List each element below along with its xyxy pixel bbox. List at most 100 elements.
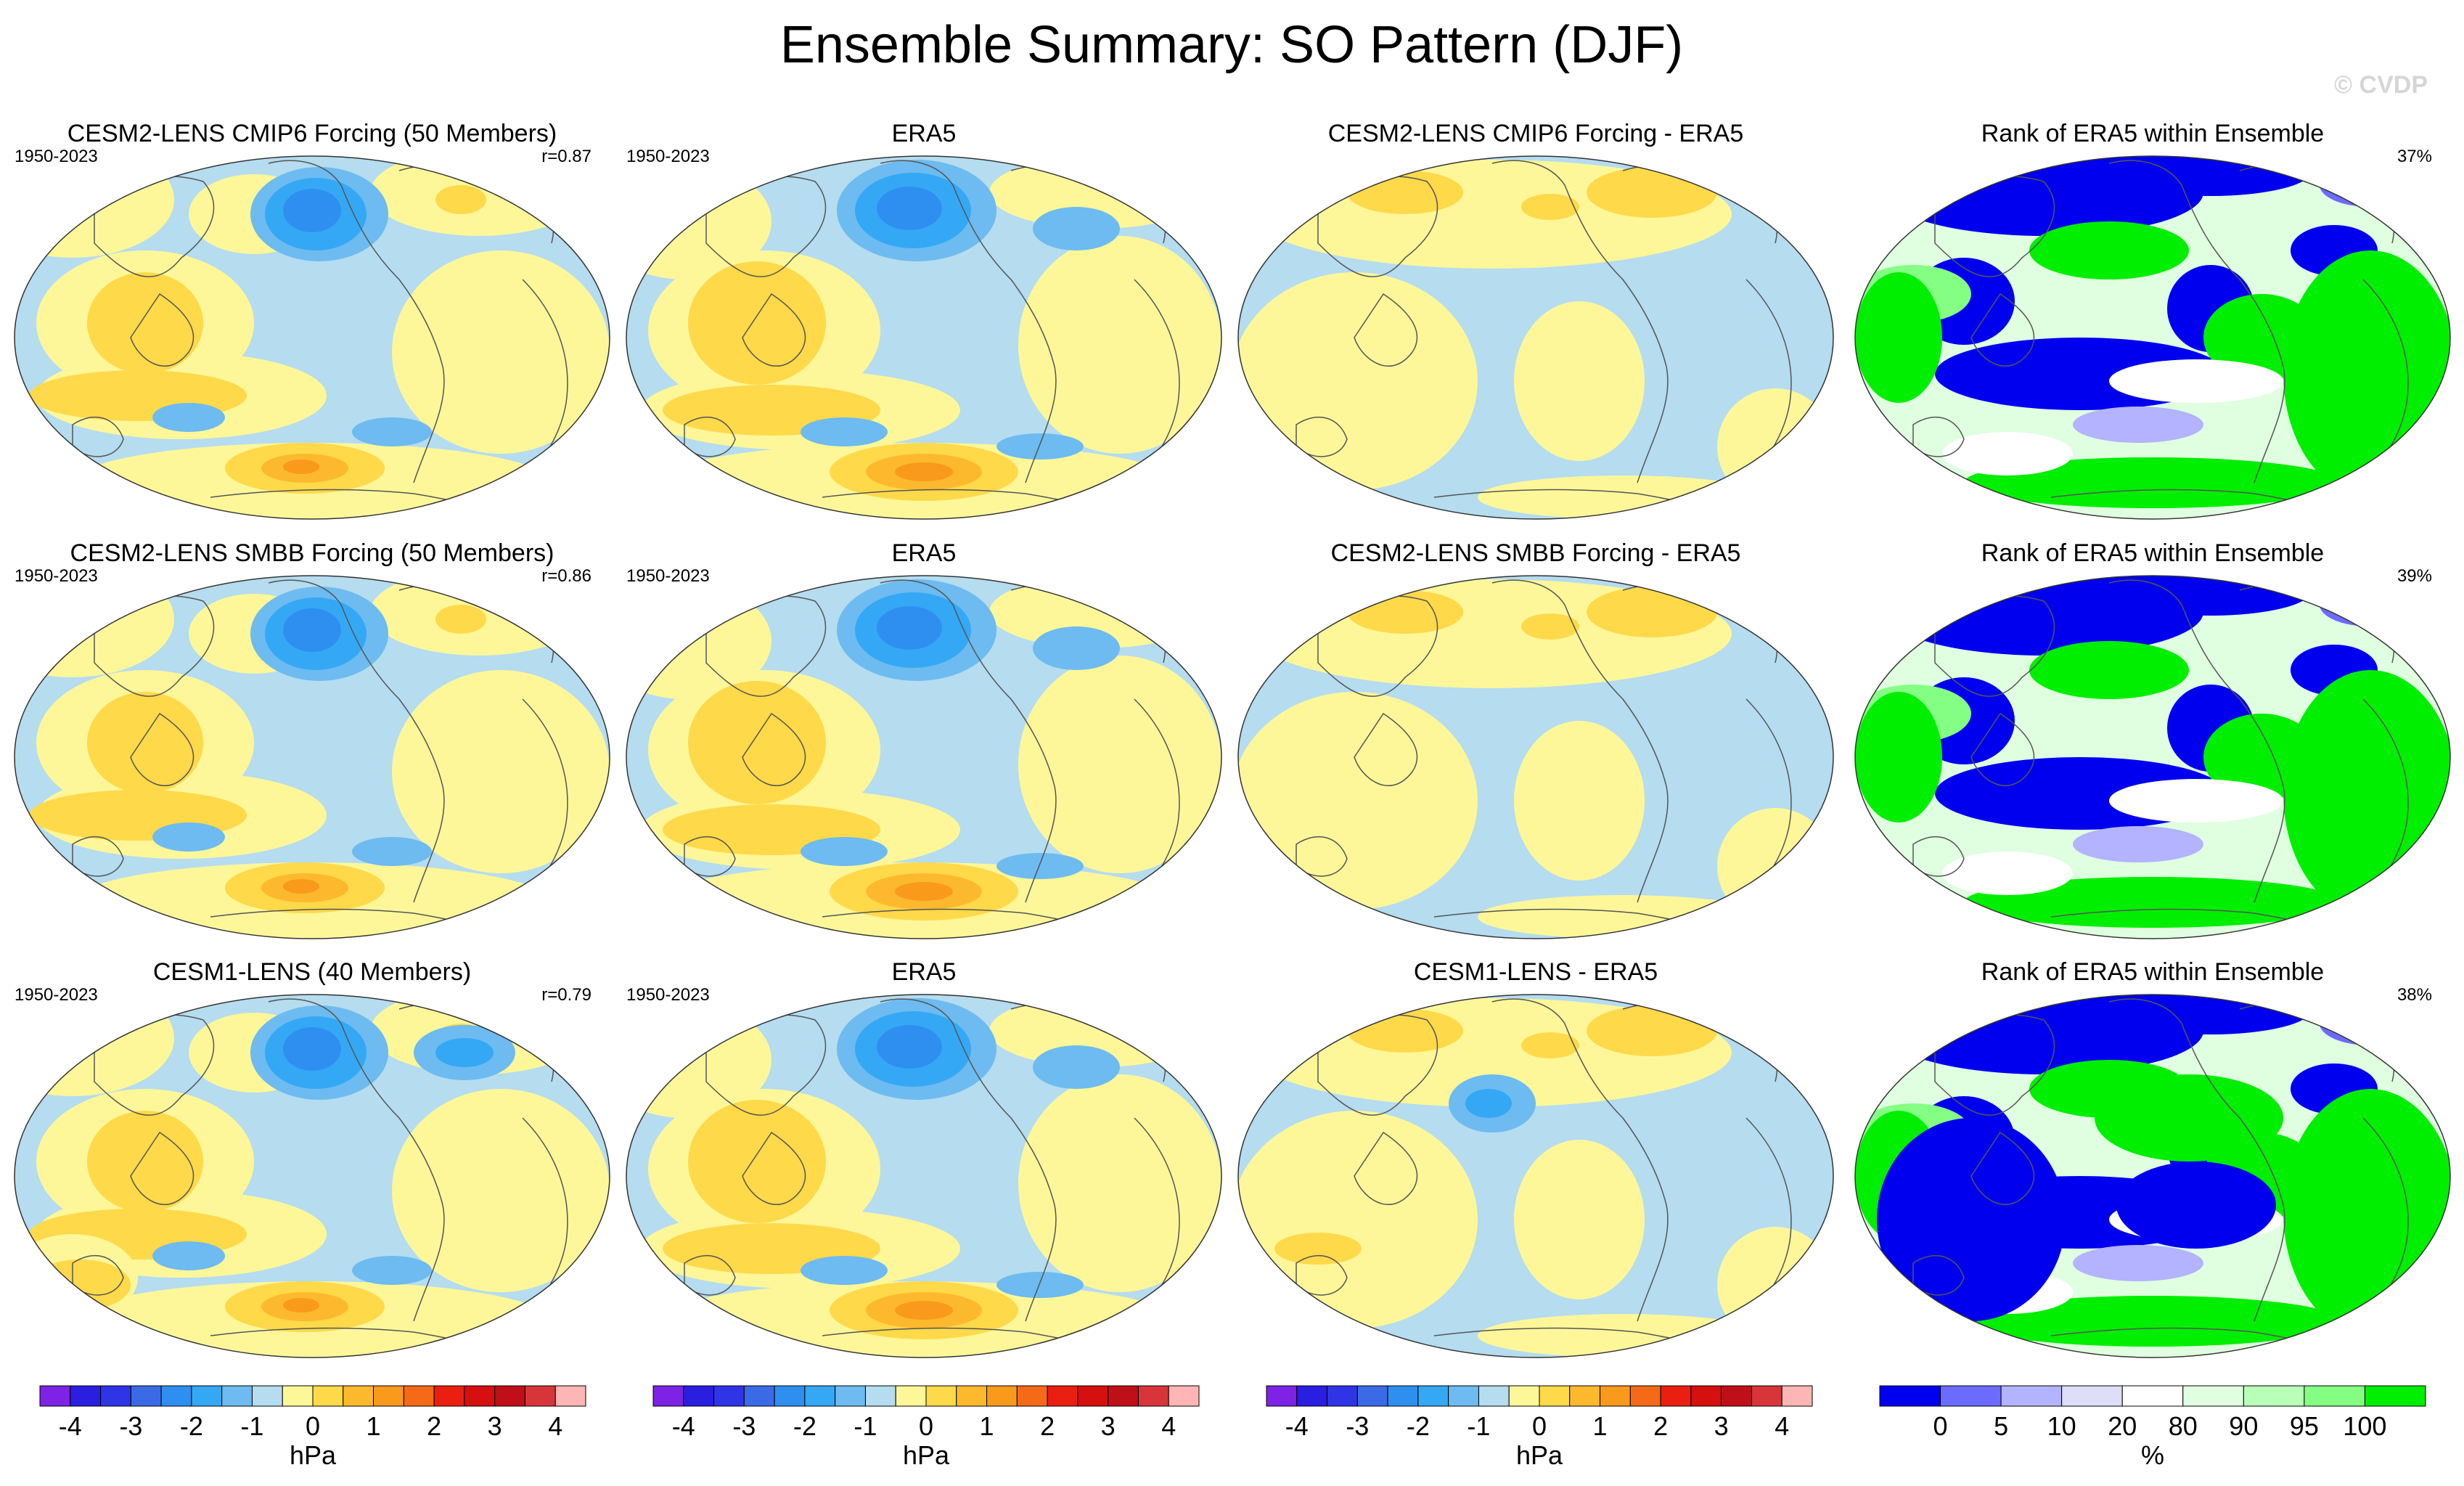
panel-obs: ERA5 1950-2023: [626, 120, 1222, 520]
panel-model: CESM2-LENS CMIP6 Forcing (50 Members)195…: [14, 120, 610, 520]
panel-model: CESM1-LENS (40 Members) 1950-2023 r=0.79: [14, 958, 610, 1358]
colorbar-tick-label: -1: [1467, 1411, 1490, 1441]
colorbar-unit: hPa: [1516, 1440, 1563, 1470]
panel-title: ERA5: [892, 539, 957, 567]
colorbar-tick-label: 95: [2290, 1411, 2319, 1441]
panel-obs: ERA5 1950-2023: [626, 958, 1222, 1358]
panel-stat: r=0.87: [541, 147, 592, 166]
colorbar-box: [774, 1385, 806, 1407]
colorbar-box: [554, 1385, 586, 1407]
colorbar-box: [1108, 1385, 1139, 1407]
panel-period: 1950-2023: [15, 985, 98, 1005]
panel-title: CESM2-LENS SMBB Forcing (50 Members): [70, 539, 554, 567]
panel-title: Rank of ERA5 within Ensemble: [1981, 539, 2324, 567]
colorbar: -4 -3 -2 -1 0 1 2 3 4 hPa: [1266, 1385, 1813, 1470]
colorbar-box: [2182, 1385, 2244, 1407]
colorbar-box: [683, 1385, 715, 1407]
panel-model: CESM2-LENS SMBB Forcing (50 Members)1950…: [14, 539, 610, 939]
watermark: © CVDP: [2334, 71, 2428, 99]
panel-rank: Rank of ERA5 within Ensemble 38%: [1854, 958, 2451, 1358]
colorbar-box: [1047, 1385, 1078, 1407]
colorbar-box: [743, 1385, 775, 1407]
panel-diff: CESM1-LENS - ERA5: [1237, 958, 1834, 1358]
colorbar-box: [1690, 1385, 1722, 1407]
colorbar-tick-label: 0: [306, 1411, 320, 1441]
colorbar-tick-label: -4: [672, 1411, 695, 1441]
colorbar-tick-label: 2: [1653, 1411, 1668, 1441]
colorbar-tick-label: 0: [919, 1411, 933, 1441]
colorbar-tick-label: 3: [488, 1411, 502, 1441]
panel-rank: Rank of ERA5 within Ensemble 37%: [1854, 120, 2451, 520]
colorbar-box: [39, 1385, 71, 1407]
colorbar-box: [403, 1385, 435, 1407]
colorbar-box: [524, 1385, 556, 1407]
panel-stat: r=0.79: [541, 985, 592, 1005]
colorbar-box: [251, 1385, 283, 1407]
colorbar-box: [70, 1385, 102, 1407]
colorbar-tick-label: -3: [1346, 1411, 1369, 1441]
colorbar-box: [895, 1385, 927, 1407]
colorbar-box: [100, 1385, 131, 1407]
colorbar-box: [1539, 1385, 1571, 1407]
colorbar-box: [191, 1385, 223, 1407]
colorbar-tick-label: 3: [1101, 1411, 1116, 1441]
colorbar-tick-label: -4: [59, 1411, 82, 1441]
colorbar-box: [1660, 1385, 1692, 1407]
map-rank: [1854, 994, 2451, 1358]
colorbar-box: [1168, 1385, 1200, 1407]
colorbar-tick-label: 4: [1775, 1411, 1789, 1441]
colorbar-box: [864, 1385, 896, 1407]
panel-stat: 37%: [2397, 147, 2432, 166]
colorbar-tick-label: 10: [2047, 1411, 2076, 1441]
colorbar-tick-label: 1: [1593, 1411, 1608, 1441]
colorbar-box: [986, 1385, 1018, 1407]
map-model: [14, 994, 610, 1358]
colorbar-box: [804, 1385, 836, 1407]
colorbar-tick-label: 2: [1040, 1411, 1055, 1441]
colorbar-box: [494, 1385, 525, 1407]
colorbar-tick-label: 2: [427, 1411, 441, 1441]
colorbar-unit: hPa: [903, 1440, 950, 1470]
colorbar-tick-label: -1: [240, 1411, 263, 1441]
panel-stat: r=0.86: [541, 566, 592, 586]
colorbar-box: [1356, 1385, 1388, 1407]
colorbar-tick-label: 5: [1994, 1411, 2008, 1441]
colorbar-tick-label: -2: [180, 1411, 203, 1441]
colorbar-box: [835, 1385, 866, 1407]
colorbar-box: [1478, 1385, 1510, 1407]
colorbar-box: [1721, 1385, 1752, 1407]
panel-obs: ERA5 1950-2023: [626, 539, 1222, 939]
colorbar-box: [1077, 1385, 1109, 1407]
colorbar-box: [1266, 1385, 1298, 1407]
map-obs: [626, 575, 1222, 939]
colorbar-tick-label: -4: [1285, 1411, 1309, 1441]
panel-title: ERA5: [892, 120, 957, 147]
colorbar-box: [2243, 1385, 2305, 1407]
colorbar-tick-label: 80: [2169, 1411, 2198, 1441]
colorbar-box: [1879, 1385, 1941, 1407]
colorbar-box: [2364, 1385, 2426, 1407]
colorbar-box: [343, 1385, 374, 1407]
colorbar-tick-label: -3: [119, 1411, 142, 1441]
colorbar-box: [1781, 1385, 1813, 1407]
colorbar: -4 -3 -2 -1 0 1 2 3 4 hPa: [39, 1385, 586, 1470]
colorbar-box: [433, 1385, 465, 1407]
colorbar-box: [925, 1385, 957, 1407]
panel-period: 1950-2023: [626, 147, 710, 166]
panel-title: CESM2-LENS CMIP6 Forcing - ERA5: [1328, 120, 1744, 147]
colorbar-box: [160, 1385, 192, 1407]
panel-title: CESM2-LENS CMIP6 Forcing (50 Members): [67, 120, 557, 147]
colorbar-box: [652, 1385, 684, 1407]
colorbar: -4 -3 -2 -1 0 1 2 3 4 hPa: [652, 1385, 1200, 1470]
panel-title: Rank of ERA5 within Ensemble: [1981, 958, 2324, 986]
panel-stat: 39%: [2397, 566, 2432, 586]
colorbar: 0 5 10 20 80 90 95 100%: [1879, 1385, 2426, 1470]
colorbar-box: [2061, 1385, 2123, 1407]
panel-title: CESM1-LENS (40 Members): [153, 958, 471, 986]
map-model: [14, 575, 610, 939]
map-obs: [626, 994, 1222, 1358]
map-diff: [1237, 575, 1834, 939]
colorbar-box: [1137, 1385, 1169, 1407]
panel-period: 1950-2023: [626, 566, 710, 586]
